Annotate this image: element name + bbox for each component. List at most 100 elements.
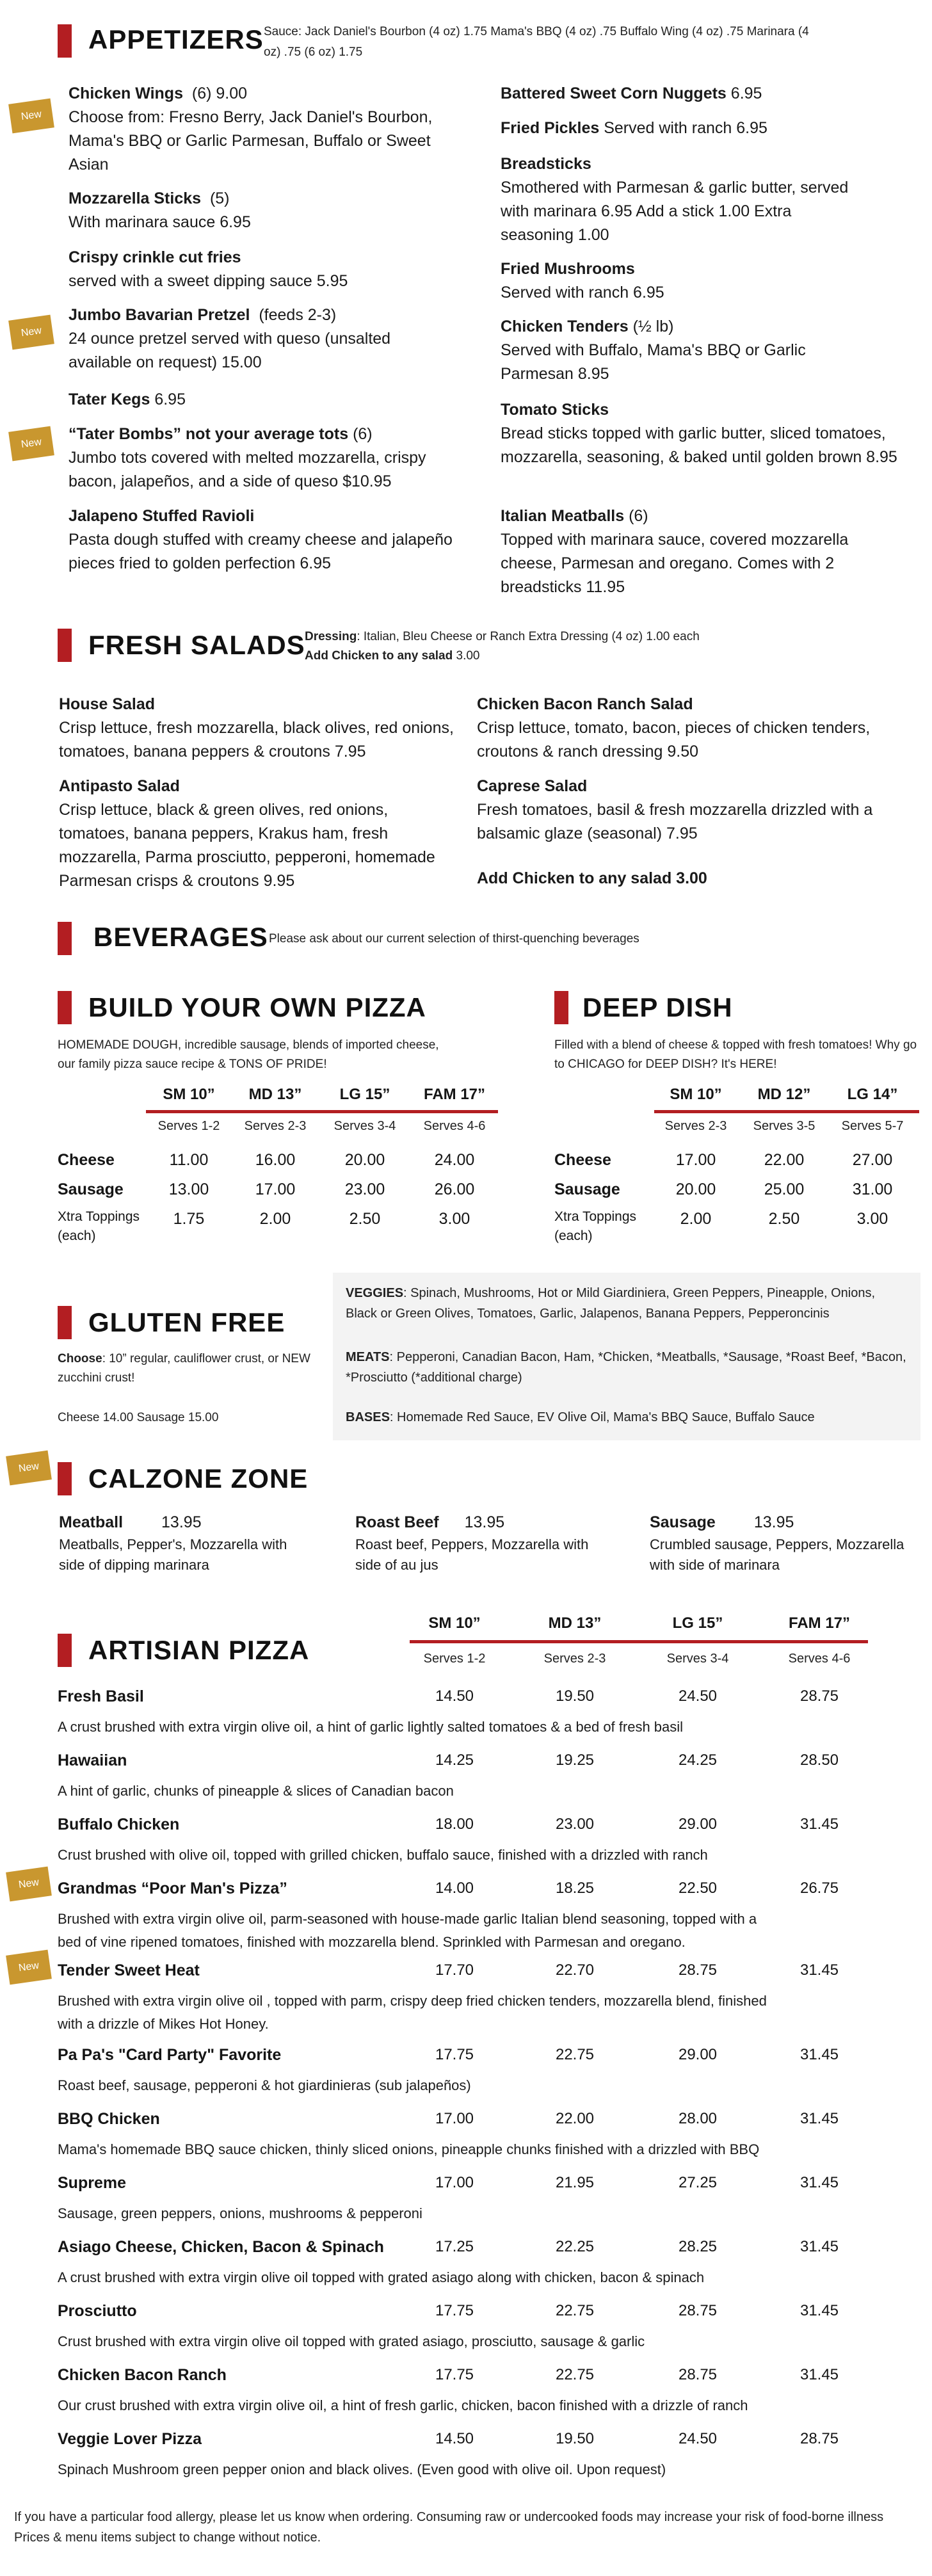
appetizer-item: Chicken Tenders (½ lb) Served with Buffa… — [501, 318, 806, 383]
artisan-serves: Serves 1-2 — [423, 1652, 486, 1666]
salad-item: Caprese Salad Fresh tomatoes, basil & fr… — [477, 777, 873, 842]
appetizers-bar — [58, 24, 72, 58]
gluten-bar — [58, 1306, 72, 1339]
artisan-price: 21.95 — [555, 2174, 595, 2191]
artisan-item-name: Chicken Bacon Ranch — [58, 2366, 227, 2384]
toppings-box: VEGGIES: Spinach, Mushrooms, Hot or Mild… — [333, 1273, 920, 1440]
new-badge: New — [6, 1949, 52, 1985]
artisan-item-desc: with a drizzle of Mikes Hot Honey. — [58, 2016, 269, 2032]
deep-serves: Serves 5-7 — [841, 1119, 904, 1133]
gluten-prices: Cheese 14.00 Sausage 15.00 — [58, 1411, 219, 1424]
appetizer-item: Jumbo Bavarian Pretzel (feeds 2-3) 24 ou… — [68, 306, 391, 371]
salads-title: FRESH SALADS — [88, 630, 305, 660]
artisan-item-desc: Sausage, green peppers, onions, mushroom… — [58, 2205, 422, 2221]
deep-row-label: Xtra Toppings (each) — [554, 1209, 637, 1243]
artisan-item-name: Buffalo Chicken — [58, 1815, 180, 1833]
artisan-price: 22.75 — [555, 2366, 595, 2383]
artisan-price: 28.75 — [678, 2366, 718, 2383]
artisan-price: 19.50 — [555, 2430, 595, 2447]
toppings-bases: BASES: Homemade Red Sauce, EV Olive Oil,… — [346, 1410, 815, 1424]
appetizer-item: Chicken Wings (6) 9.00 Choose from: Fres… — [68, 85, 433, 173]
calzone-item: Sausage 13.95 Crumbled sausage, Peppers, … — [650, 1513, 904, 1573]
artisan-item-desc: A crust brushed with extra virgin olive … — [58, 1719, 684, 1735]
byo-price: 23.00 — [344, 1180, 385, 1198]
artisan-price: 28.25 — [678, 2238, 718, 2255]
byo-header-rule — [146, 1110, 498, 1113]
artisan-item-desc: bed of vine ripened tomatoes, finished w… — [58, 1934, 686, 1950]
artisan-price: 14.00 — [435, 1880, 474, 1897]
byo-price: 2.50 — [349, 1210, 381, 1228]
salad-add-chicken: Add Chicken to any salad 3.00 — [477, 869, 707, 887]
artisan-price: 28.75 — [799, 1687, 839, 1705]
artisan-price: 19.25 — [555, 1751, 595, 1769]
beverages-title: BEVERAGES — [93, 922, 268, 952]
calzone-item: Roast Beef 13.95 Roast beef, Peppers, Moz… — [355, 1513, 589, 1573]
appetizer-item: Fried Pickles Served with ranch 6.95 — [501, 119, 767, 137]
byo-bar — [58, 991, 72, 1024]
beverages-note: Please ask about our current selection o… — [269, 932, 639, 946]
artisan-price: 31.45 — [799, 2238, 839, 2255]
appetizer-item: Mozzarella Sticks (5) With marinara sauc… — [68, 189, 251, 231]
artisan-size-header: LG 15” — [672, 1614, 723, 1632]
appetizer-item: Breadsticks Smothered with Parmesan & ga… — [501, 155, 849, 244]
artisan-price: 17.75 — [435, 2302, 474, 2319]
byo-price: 11.00 — [169, 1151, 209, 1169]
artisan-bar — [58, 1634, 72, 1667]
artisan-price: 31.45 — [799, 2174, 839, 2191]
artisan-price: 22.75 — [555, 2046, 595, 2063]
byo-price: 24.00 — [434, 1151, 475, 1169]
deep-price: 20.00 — [675, 1180, 716, 1198]
byo-row-label: Cheese — [58, 1151, 115, 1169]
salads-bar — [58, 629, 72, 662]
artisan-price: 28.75 — [678, 1961, 718, 1979]
appetizer-item: Fried Mushrooms Served with ranch 6.95 — [501, 260, 664, 302]
artisan-price: 17.00 — [435, 2174, 474, 2191]
new-badge: New — [6, 1450, 52, 1486]
deep-row-label: Cheese — [554, 1151, 611, 1169]
artisan-price: 22.50 — [678, 1880, 718, 1897]
artisan-price: 29.00 — [678, 1815, 718, 1833]
artisan-price: 23.00 — [555, 1815, 595, 1833]
calzone-item: Meatball 13.95 Meatballs, Pepper's, Mozza… — [59, 1513, 287, 1573]
artisan-price: 24.50 — [678, 1687, 718, 1705]
artisan-item-name: Tender Sweet Heat — [58, 1961, 200, 1979]
byo-size-header: MD 13” — [248, 1086, 302, 1103]
artisan-item-desc: A hint of garlic, chunks of pineapple & … — [58, 1783, 454, 1799]
artisan-price: 28.00 — [678, 2110, 718, 2127]
byo-serves: Serves 1-2 — [157, 1119, 220, 1133]
artisan-price: 22.00 — [555, 2110, 595, 2127]
artisan-price: 28.75 — [799, 2430, 839, 2447]
artisan-item-name: Fresh Basil — [58, 1687, 144, 1705]
artisan-price: 14.25 — [435, 1751, 474, 1769]
byo-title: BUILD YOUR OWN PIZZA — [88, 992, 426, 1022]
artisan-serves: Serves 4-6 — [788, 1652, 851, 1666]
artisan-price: 19.50 — [555, 1687, 595, 1705]
artisan-price: 31.45 — [799, 1815, 839, 1833]
appetizer-item: Crispy crinkle cut fries served with a s… — [68, 248, 348, 290]
byo-price: 3.00 — [438, 1210, 470, 1228]
byo-size-header: LG 15” — [339, 1086, 390, 1103]
artisan-size-header: SM 10” — [428, 1614, 481, 1632]
toppings-veggies: VEGGIES: Spinach, Mushrooms, Hot or Mild… — [346, 1286, 876, 1321]
artisan-item-desc: Our crust brushed with extra virgin oliv… — [58, 2397, 748, 2413]
artisan-item-desc: Brushed with extra virgin olive oil , to… — [58, 1993, 767, 2009]
appetizers-title: APPETIZERS — [88, 24, 264, 54]
byo-price: 26.00 — [434, 1180, 475, 1198]
artisan-price: 22.75 — [555, 2302, 595, 2319]
appetizers-sauce-note: Sauce: Jack Daniel's Bourbon (4 oz) 1.75… — [264, 25, 809, 59]
byo-row-label: Xtra Toppings (each) — [58, 1209, 140, 1243]
gluten-choose: Choose: 10” regular, cauliflower crust, … — [58, 1352, 310, 1385]
appetizer-item: Tater Kegs 6.95 — [68, 390, 186, 408]
deep-price: 17.00 — [675, 1151, 716, 1169]
artisan-price: 17.00 — [435, 2110, 474, 2127]
artisan-price: 31.45 — [799, 2302, 839, 2319]
artisan-item-name: Grandmas “Poor Man's Pizza” — [58, 1880, 287, 1897]
deep-title: DEEP DISH — [582, 992, 733, 1022]
artisan-item-name: Hawaiian — [58, 1751, 127, 1769]
artisan-price: 17.75 — [435, 2366, 474, 2383]
artisan-price: 22.25 — [555, 2238, 595, 2255]
artisan-serves: Serves 3-4 — [666, 1652, 729, 1666]
artisan-price: 28.50 — [799, 1751, 839, 1769]
appetizer-item: Jalapeno Stuffed Ravioli Pasta dough stu… — [68, 507, 453, 572]
byo-size-header: SM 10” — [163, 1086, 215, 1103]
